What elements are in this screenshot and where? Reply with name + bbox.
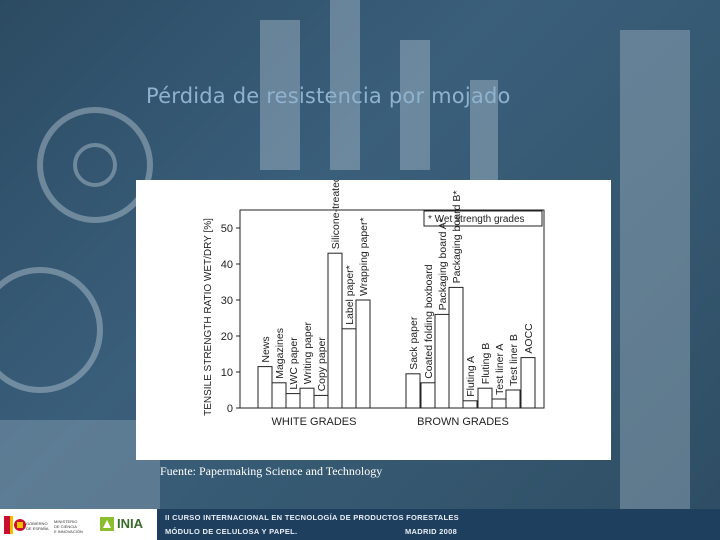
category-label-13: Fluting B bbox=[480, 343, 492, 384]
logo-ministry-line-3: E INNOVACIÓN bbox=[54, 529, 83, 534]
logo-ministry-line-1: MINISTERIO bbox=[54, 519, 78, 524]
legend-box bbox=[423, 210, 543, 227]
category-label-6: Label paper* bbox=[344, 265, 356, 325]
bar-13 bbox=[477, 387, 493, 409]
bar-10 bbox=[434, 313, 450, 409]
bar-9 bbox=[420, 382, 436, 409]
logo-gob-line-2: DE ESPAÑA bbox=[26, 526, 49, 531]
chart-panel: 0 10 20 30 40 50 TENSILE STRENGTH RATIO WET/DR… bbox=[136, 180, 611, 460]
bar-4 bbox=[313, 394, 329, 409]
category-label-3: Writing paper bbox=[302, 321, 314, 384]
bar-0 bbox=[257, 366, 273, 409]
bar-7 bbox=[355, 299, 371, 409]
bar-14 bbox=[491, 398, 507, 409]
bar-1 bbox=[271, 382, 287, 409]
logo-ministry-line-2: DE CIENCIA bbox=[54, 524, 77, 529]
category-label-10: Packaging board A* bbox=[437, 218, 449, 310]
y-tick-label-2: 20 bbox=[221, 331, 233, 343]
bar-11 bbox=[448, 286, 464, 409]
legend-entry: * Wet strength grades bbox=[428, 214, 525, 225]
category-label-14: Test liner A bbox=[494, 344, 506, 395]
footer: GOBIERNO DE ESPAÑA MINISTERIO DE CIENCIA… bbox=[0, 509, 720, 540]
source-caption: Fuente: Papermaking Science and Technolo… bbox=[160, 464, 383, 478]
bar-6 bbox=[341, 328, 357, 409]
category-label-7: Wrapping paper* bbox=[358, 217, 370, 296]
category-label-15: Test liner B bbox=[508, 334, 520, 386]
bar-chart: 0 10 20 30 40 50 TENSILE STRENGTH RATIO WET/DR… bbox=[203, 180, 545, 428]
group-label-1: BROWN GRADES bbox=[417, 416, 509, 428]
category-label-11: Packaging board B* bbox=[451, 191, 463, 284]
group-label-0: WHITE GRADES bbox=[272, 416, 357, 428]
bar-8 bbox=[405, 373, 421, 409]
bar-15 bbox=[505, 389, 521, 409]
category-label-8: Sack paper bbox=[408, 316, 420, 370]
spain-government-logo bbox=[4, 516, 26, 534]
bar-2 bbox=[285, 393, 301, 409]
footer-band: II CURSO INTERNACIONAL EN TECNOLOGÍA DE … bbox=[157, 509, 720, 540]
footer-course-title: II CURSO INTERNACIONAL EN TECNOLOGÍA DE … bbox=[165, 513, 459, 522]
category-label-2: LWC paper bbox=[288, 337, 300, 390]
category-label-1: Magazines bbox=[274, 328, 286, 379]
category-label-5: Silicone-treated base paper bbox=[330, 180, 342, 249]
category-label-16: AOCC bbox=[523, 323, 535, 354]
footer-module: MÓDULO DE CELULOSA Y PAPEL. bbox=[165, 527, 298, 536]
category-label-12: Fluting A bbox=[465, 356, 477, 397]
plot-frame bbox=[239, 209, 545, 409]
y-tick-label-3: 30 bbox=[221, 295, 233, 307]
y-tick-label-4: 40 bbox=[221, 259, 233, 271]
y-tick-label-0: 0 bbox=[227, 403, 233, 415]
category-label-4: Copy paper bbox=[316, 337, 328, 392]
bar-3 bbox=[299, 387, 315, 409]
category-label-9: Coated folding boxboard bbox=[423, 264, 435, 379]
y-tick-label-1: 10 bbox=[221, 367, 233, 379]
inia-logo bbox=[100, 517, 114, 531]
logo-gob-line-1: GOBIERNO bbox=[26, 521, 48, 526]
bar-16 bbox=[520, 357, 536, 409]
slide-title: Pérdida de resistencia por mojado bbox=[146, 84, 511, 108]
inia-logo-text: INIA bbox=[117, 516, 143, 531]
category-label-0: News bbox=[260, 336, 272, 362]
y-axis-label: TENSILE STRENGTH RATIO WET/DRY [%] bbox=[203, 218, 214, 416]
bar-5 bbox=[327, 252, 343, 409]
y-tick-label-5: 50 bbox=[221, 223, 233, 235]
footer-place-date: MADRID 2008 bbox=[405, 527, 458, 536]
bar-12 bbox=[462, 400, 478, 409]
